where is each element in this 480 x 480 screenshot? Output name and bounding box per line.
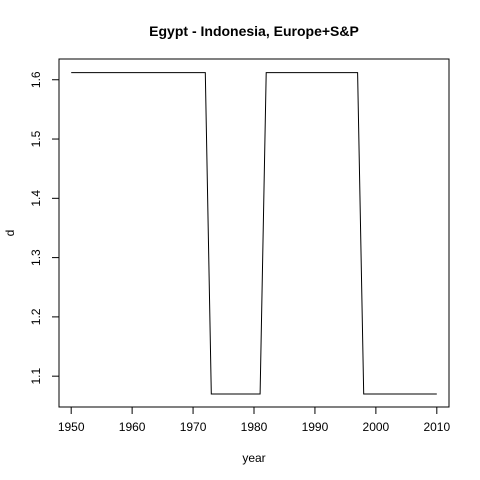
y-tick-label: 1.1: [29, 368, 43, 385]
y-axis: 1.1 1.2 1.3 1.4 1.5 1.6: [29, 71, 60, 385]
x-tick-label: 1990: [302, 420, 329, 434]
y-tick-label: 1.4: [29, 190, 43, 207]
y-tick-label: 1.5: [29, 130, 43, 147]
y-tick-label: 1.2: [29, 308, 43, 325]
x-tick-label: 1950: [58, 420, 85, 434]
x-tick-label: 1960: [119, 420, 146, 434]
y-axis-label: d: [3, 230, 17, 237]
x-axis: 1950 1960 1970 1980 1990 2000 2010: [58, 406, 450, 434]
chart-title: Egypt - Indonesia, Europe+S&P: [149, 23, 359, 39]
x-tick-label: 1970: [180, 420, 207, 434]
y-tick-label: 1.3: [29, 249, 43, 266]
plot-frame: [58, 58, 450, 408]
x-axis-label: year: [242, 451, 265, 465]
series-line-d: [71, 72, 437, 395]
x-tick-label: 1980: [241, 420, 268, 434]
x-tick-label: 2010: [423, 420, 450, 434]
y-tick-label: 1.6: [29, 71, 43, 88]
x-tick-label: 2000: [363, 420, 390, 434]
series-layer: [71, 72, 437, 395]
